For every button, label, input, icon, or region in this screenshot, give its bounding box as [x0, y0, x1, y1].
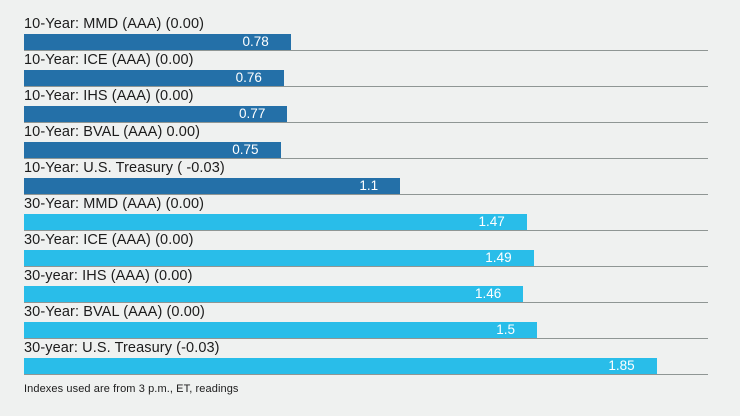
- bar-10y-ice: 0.76: [24, 70, 284, 86]
- bar-30y-treasury: 1.85: [24, 358, 657, 374]
- bar-label: 10-Year: MMD (AAA) (0.00): [24, 16, 205, 32]
- bar-value-label: 1.46: [475, 286, 502, 301]
- bar-track: 0.76: [24, 70, 708, 87]
- bar-row-30y-ihs: 30-year: IHS (AAA) (0.00) 1.46: [24, 266, 708, 303]
- bar-30y-mmd: 1.47: [24, 214, 527, 230]
- bar-row-10y-ice: 10-Year: ICE (AAA) (0.00) 0.76: [24, 50, 708, 87]
- bar-row-10y-ihs: 10-Year: IHS (AAA) (0.00) 0.77: [24, 86, 708, 123]
- bar-10y-treasury: 1.1: [24, 178, 401, 194]
- yield-bar-chart: 10-Year: MMD (AAA) (0.00) 0.78 10-Year: …: [24, 14, 708, 375]
- bar-30y-bval: 1.5: [24, 322, 537, 338]
- bar-track: 0.77: [24, 106, 708, 123]
- chart-footnote: Indexes used are from 3 p.m., ET, readin…: [24, 383, 239, 395]
- bar-label: 30-Year: ICE (AAA) (0.00): [24, 232, 194, 248]
- bar-label: 10-Year: U.S. Treasury ( -0.03): [24, 160, 225, 176]
- bar-row-30y-ice: 30-Year: ICE (AAA) (0.00) 1.49: [24, 230, 708, 267]
- bar-row-10y-treasury: 10-Year: U.S. Treasury ( -0.03) 1.1: [24, 158, 708, 195]
- bar-value-label: 0.77: [239, 106, 266, 121]
- bar-value-label: 1.1: [359, 178, 379, 193]
- bar-row-10y-mmd: 10-Year: MMD (AAA) (0.00) 0.78: [24, 14, 708, 51]
- bar-label: 10-Year: BVAL (AAA) 0.00): [24, 124, 201, 140]
- bar-10y-bval: 0.75: [24, 142, 281, 158]
- bar-row-30y-treasury: 30-year: U.S. Treasury (-0.03) 1.85: [24, 338, 708, 375]
- bar-track: 1.49: [24, 250, 708, 267]
- bar-label: 30-year: U.S. Treasury (-0.03): [24, 340, 220, 356]
- bar-30y-ice: 1.49: [24, 250, 534, 266]
- bar-track: 1.46: [24, 286, 708, 303]
- bar-label: 10-Year: ICE (AAA) (0.00): [24, 52, 194, 68]
- bar-row-30y-bval: 30-Year: BVAL (AAA) (0.00) 1.5: [24, 302, 708, 339]
- bar-label: 10-Year: IHS (AAA) (0.00): [24, 88, 194, 104]
- bar-10y-ihs: 0.77: [24, 106, 288, 122]
- bar-value-label: 1.5: [496, 322, 515, 337]
- bar-30y-ihs: 1.46: [24, 286, 524, 302]
- bar-track: 1.85: [24, 358, 708, 375]
- bar-label: 30-Year: BVAL (AAA) (0.00): [24, 304, 205, 320]
- bar-row-30y-mmd: 30-Year: MMD (AAA) (0.00) 1.47: [24, 194, 708, 231]
- bar-value-label: 0.76: [235, 70, 262, 85]
- bar-label: 30-year: IHS (AAA) (0.00): [24, 268, 193, 284]
- bar-value-label: 0.78: [242, 34, 269, 49]
- bar-track: 1.1: [24, 178, 708, 195]
- bar-10y-mmd: 0.78: [24, 34, 291, 50]
- bar-value-label: 0.75: [232, 142, 259, 157]
- bar-track: 1.5: [24, 322, 708, 339]
- bar-track: 0.75: [24, 142, 708, 159]
- bar-track: 1.47: [24, 214, 708, 231]
- bar-value-label: 1.49: [485, 250, 512, 265]
- bar-track: 0.78: [24, 34, 708, 51]
- bar-label: 30-Year: MMD (AAA) (0.00): [24, 196, 205, 212]
- bar-value-label: 1.47: [478, 214, 505, 229]
- bar-value-label: 1.85: [608, 358, 635, 373]
- bar-row-10y-bval: 10-Year: BVAL (AAA) 0.00) 0.75: [24, 122, 708, 159]
